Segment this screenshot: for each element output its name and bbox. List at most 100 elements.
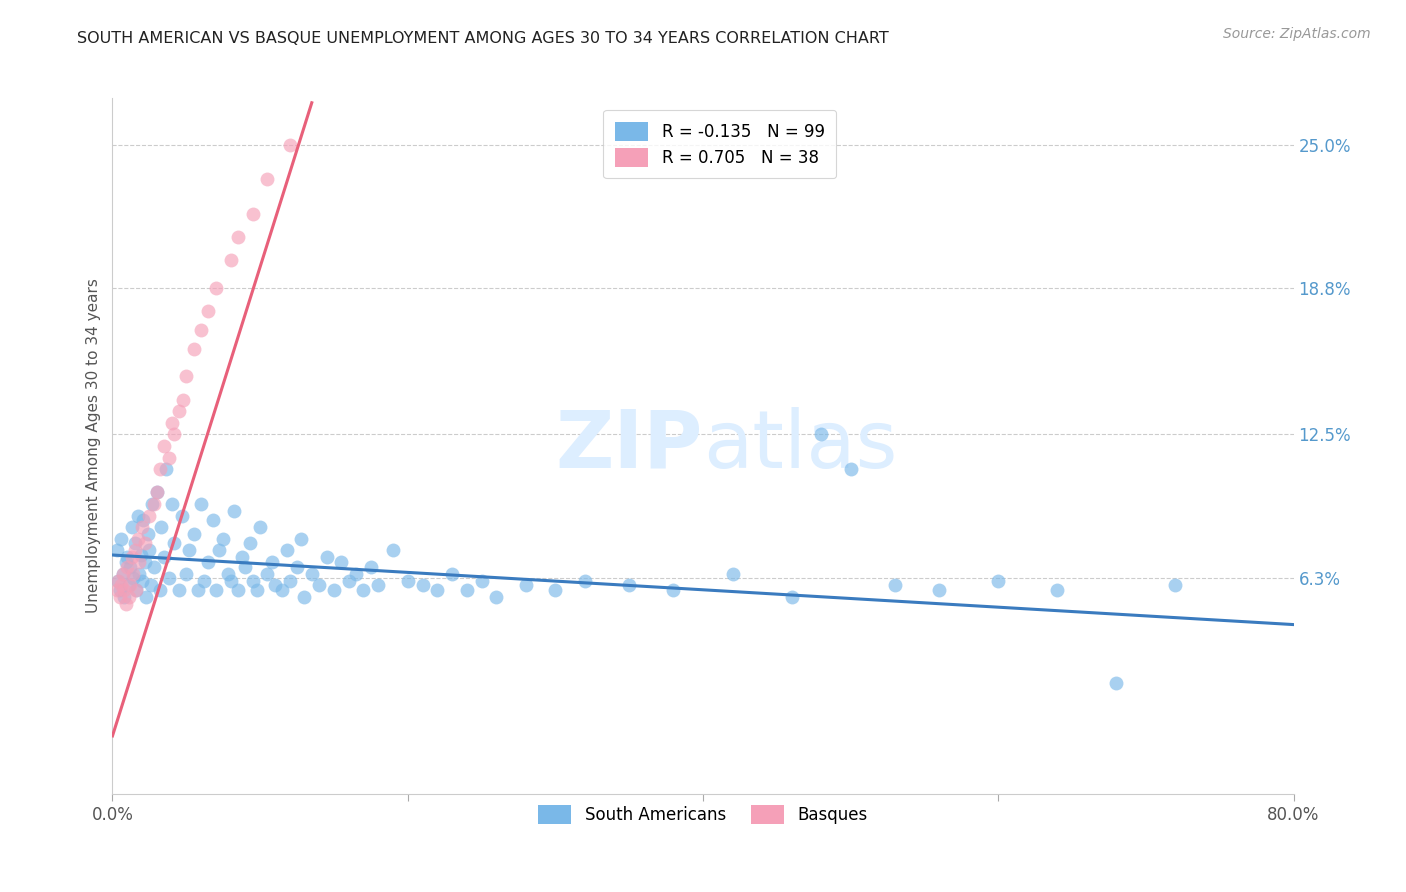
- Point: [352, 582, 374, 597]
- Point: [127, 532, 149, 546]
- Text: atlas: atlas: [703, 407, 897, 485]
- Point: [367, 578, 389, 592]
- Point: [721, 566, 744, 581]
- Point: [112, 582, 135, 597]
- Point: [884, 578, 907, 592]
- Point: [124, 536, 146, 550]
- Point: [131, 574, 153, 588]
- Point: [150, 520, 173, 534]
- Point: [117, 550, 138, 565]
- Point: [239, 536, 262, 550]
- Point: [134, 536, 156, 550]
- Point: [249, 520, 271, 534]
- Point: [337, 574, 360, 588]
- Point: [780, 590, 803, 604]
- Point: [1105, 675, 1128, 690]
- Point: [485, 590, 508, 604]
- Point: [172, 392, 194, 407]
- Point: [219, 253, 242, 268]
- Point: [155, 462, 177, 476]
- Point: [226, 230, 249, 244]
- Point: [138, 543, 160, 558]
- Point: [157, 571, 180, 585]
- Point: [515, 578, 537, 592]
- Point: [120, 578, 142, 592]
- Point: [183, 527, 205, 541]
- Point: [231, 550, 253, 565]
- Point: [167, 582, 190, 597]
- Point: [108, 590, 131, 604]
- Point: [222, 504, 245, 518]
- Point: [170, 508, 193, 523]
- Point: [128, 566, 150, 581]
- Point: [125, 582, 148, 597]
- Point: [246, 582, 269, 597]
- Point: [190, 497, 212, 511]
- Point: [183, 342, 205, 356]
- Point: [122, 566, 145, 581]
- Point: [544, 582, 567, 597]
- Point: [360, 559, 382, 574]
- Point: [260, 555, 283, 569]
- Point: [105, 543, 128, 558]
- Point: [217, 566, 239, 581]
- Point: [212, 532, 235, 546]
- Point: [111, 566, 134, 581]
- Point: [219, 574, 242, 588]
- Point: [160, 416, 183, 430]
- Point: [179, 543, 201, 558]
- Point: [132, 513, 155, 527]
- Point: [135, 590, 157, 604]
- Point: [138, 508, 160, 523]
- Point: [108, 582, 131, 597]
- Point: [197, 304, 219, 318]
- Point: [149, 462, 172, 476]
- Point: [330, 555, 353, 569]
- Point: [187, 582, 209, 597]
- Point: [112, 590, 135, 604]
- Point: [167, 404, 190, 418]
- Text: SOUTH AMERICAN VS BASQUE UNEMPLOYMENT AMONG AGES 30 TO 34 YEARS CORRELATION CHAR: SOUTH AMERICAN VS BASQUE UNEMPLOYMENT AM…: [77, 31, 889, 46]
- Point: [278, 137, 301, 152]
- Point: [110, 578, 132, 592]
- Point: [127, 508, 149, 523]
- Point: [114, 555, 136, 569]
- Point: [315, 550, 337, 565]
- Point: [810, 427, 832, 442]
- Point: [233, 559, 256, 574]
- Point: [122, 571, 145, 585]
- Point: [441, 566, 464, 581]
- Point: [197, 555, 219, 569]
- Point: [839, 462, 862, 476]
- Point: [131, 520, 153, 534]
- Point: [285, 559, 308, 574]
- Point: [129, 548, 152, 562]
- Text: ZIP: ZIP: [555, 407, 703, 485]
- Point: [193, 574, 215, 588]
- Point: [1046, 582, 1069, 597]
- Point: [276, 543, 298, 558]
- Point: [456, 582, 478, 597]
- Point: [574, 574, 596, 588]
- Point: [107, 574, 129, 588]
- Point: [128, 555, 150, 569]
- Point: [382, 543, 405, 558]
- Point: [301, 566, 323, 581]
- Point: [987, 574, 1010, 588]
- Point: [619, 578, 641, 592]
- Point: [146, 485, 169, 500]
- Point: [470, 574, 494, 588]
- Point: [278, 574, 301, 588]
- Point: [160, 497, 183, 511]
- Point: [139, 578, 162, 592]
- Point: [662, 582, 685, 597]
- Point: [271, 582, 294, 597]
- Point: [118, 590, 141, 604]
- Point: [136, 527, 159, 541]
- Point: [163, 536, 186, 550]
- Point: [134, 555, 156, 569]
- Point: [396, 574, 419, 588]
- Point: [264, 578, 287, 592]
- Point: [256, 566, 278, 581]
- Point: [141, 497, 163, 511]
